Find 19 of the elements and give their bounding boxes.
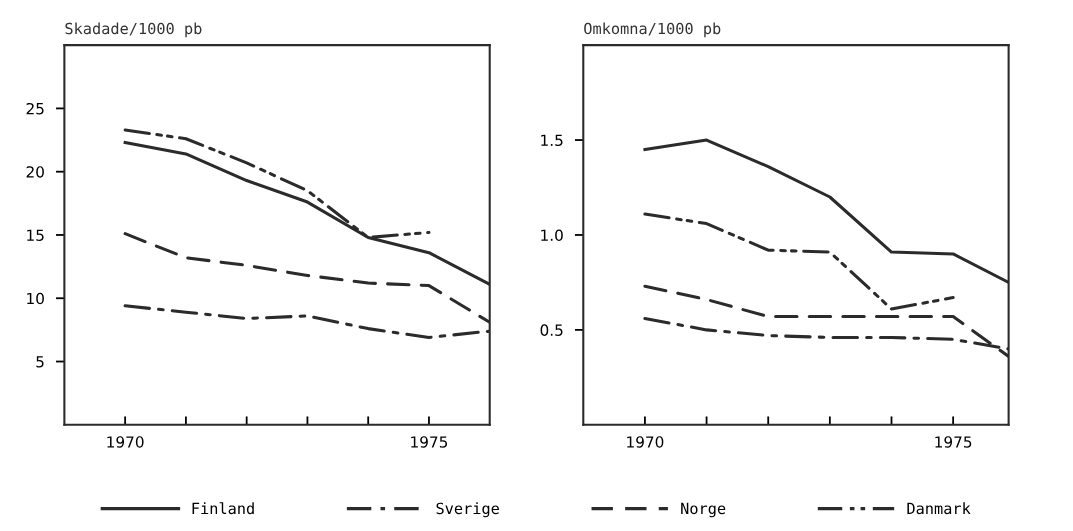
x-tick-label: 1970 [107,436,144,448]
y-tick-label: 5 [36,356,44,368]
legend-label: Norge [681,502,726,518]
y-tick-label: 0.5 [540,324,563,336]
y-tick-label: 1.5 [541,134,563,147]
legend-label: Finland [192,502,254,515]
line-series [643,212,955,311]
legend-label: Sverige [436,502,499,518]
x-tick-label: 1975 [411,436,448,448]
y-tick-label: 10 [27,292,44,305]
chart-title: Omkomna/1000 pb [584,22,721,38]
x-tick-label: 1970 [627,436,664,448]
y-tick-label: 15 [27,229,44,241]
chart-title: Skadade/1000 pb [65,22,202,38]
x-tick-label: 1975 [935,436,972,448]
y-tick-label: 20 [26,166,44,178]
legend-label: Danmark [907,502,971,515]
y-tick-label: 25 [26,102,44,115]
y-tick-label: 1.0 [541,229,563,241]
